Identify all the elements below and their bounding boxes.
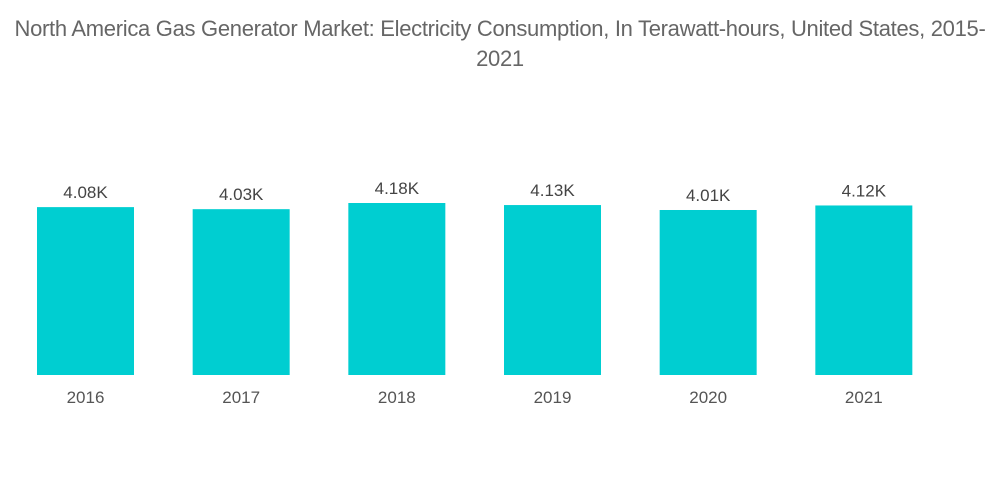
data-label-2021: 4.12K xyxy=(842,181,887,200)
data-label-2018: 4.18K xyxy=(375,179,420,198)
bars-group xyxy=(37,203,913,375)
chart-title: North America Gas Generator Market: Elec… xyxy=(14,16,986,71)
x-axis-ticks: 2016 2017 2018 2019 2020 2021 xyxy=(67,388,883,407)
bar-2021 xyxy=(815,205,913,375)
x-tick-2019: 2019 xyxy=(534,388,572,407)
bar-2018 xyxy=(348,203,446,375)
bar-2019 xyxy=(504,205,601,375)
bar-2017 xyxy=(192,209,290,375)
data-label-2019: 4.13K xyxy=(530,181,575,200)
data-labels-group: 4.08K 4.03K 4.18K 4.13K 4.01K 4.12K xyxy=(63,179,886,205)
x-tick-2020: 2020 xyxy=(689,388,727,407)
data-label-2020: 4.01K xyxy=(686,186,731,205)
x-tick-2021: 2021 xyxy=(845,388,883,407)
data-label-2017: 4.03K xyxy=(219,185,264,204)
x-tick-2018: 2018 xyxy=(378,388,416,407)
bar-2016 xyxy=(37,207,134,375)
bar-2020 xyxy=(659,209,757,375)
x-tick-2016: 2016 xyxy=(67,388,105,407)
data-label-2016: 4.08K xyxy=(63,183,108,202)
x-tick-2017: 2017 xyxy=(222,388,260,407)
